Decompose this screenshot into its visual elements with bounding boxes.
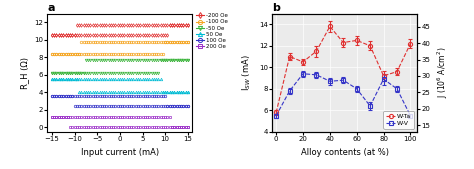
100 Oe — [67, 95, 73, 97]
-100 Oe — [49, 53, 55, 55]
X-axis label: Input current (mA): Input current (mA) — [81, 148, 159, 156]
200 Oe — [140, 126, 146, 128]
-100 Oe — [137, 53, 143, 55]
-200 Oe — [167, 24, 173, 26]
-100 Oe — [112, 53, 118, 55]
-200 Oe — [49, 34, 55, 37]
200 Oe — [146, 116, 152, 118]
-50 Oe — [56, 72, 62, 74]
-200 Oe — [56, 34, 62, 37]
Legend: -200 Oe, -100 Oe, -50 Oe, 50 Oe, 100 Oe, 200 Oe: -200 Oe, -100 Oe, -50 Oe, 50 Oe, 100 Oe,… — [194, 11, 230, 51]
Line: -100 Oe: -100 Oe — [51, 41, 189, 55]
Line: 200 Oe: 200 Oe — [51, 116, 189, 128]
-100 Oe — [49, 53, 55, 55]
200 Oe — [56, 116, 62, 118]
-50 Oe — [67, 72, 73, 74]
50 Oe — [49, 78, 55, 80]
-100 Oe — [163, 41, 168, 43]
-100 Oe — [146, 41, 152, 43]
100 Oe — [140, 104, 146, 106]
200 Oe — [115, 126, 120, 128]
-50 Oe — [172, 59, 177, 61]
-100 Oe — [67, 53, 73, 55]
-200 Oe — [67, 34, 73, 37]
Line: 100 Oe: 100 Oe — [51, 95, 189, 107]
-50 Oe — [49, 72, 55, 74]
200 Oe — [172, 126, 177, 128]
-200 Oe — [146, 24, 152, 26]
Legend: W-Ta, W-V: W-Ta, W-V — [383, 111, 414, 129]
200 Oe — [49, 116, 55, 118]
-200 Oe — [172, 24, 177, 26]
200 Oe — [67, 126, 73, 128]
100 Oe — [115, 104, 120, 106]
Y-axis label: I$_{SW}$ (mA): I$_{SW}$ (mA) — [241, 54, 254, 91]
-50 Oe — [137, 72, 143, 74]
Line: 50 Oe: 50 Oe — [51, 78, 189, 94]
200 Oe — [49, 116, 55, 118]
50 Oe — [172, 91, 177, 93]
Text: a: a — [47, 3, 55, 13]
50 Oe — [49, 78, 55, 80]
200 Oe — [67, 116, 73, 118]
100 Oe — [172, 104, 177, 106]
-100 Oe — [56, 53, 62, 55]
100 Oe — [72, 104, 77, 106]
-50 Oe — [49, 72, 55, 74]
Line: -50 Oe: -50 Oe — [51, 59, 189, 74]
-200 Oe — [112, 34, 118, 37]
Line: -200 Oe: -200 Oe — [51, 24, 189, 37]
-50 Oe — [158, 59, 164, 61]
Y-axis label: R_H (Ω): R_H (Ω) — [20, 57, 29, 89]
Text: b: b — [272, 3, 280, 13]
-200 Oe — [137, 34, 143, 37]
-200 Oe — [49, 34, 55, 37]
-50 Oe — [112, 72, 118, 74]
-100 Oe — [172, 41, 177, 43]
X-axis label: Alloy contents (at %): Alloy contents (at %) — [301, 148, 389, 156]
100 Oe — [146, 95, 152, 97]
Y-axis label: J (10$^6$ A/cm$^2$): J (10$^6$ A/cm$^2$) — [436, 47, 450, 98]
50 Oe — [76, 91, 82, 93]
50 Oe — [115, 91, 120, 93]
-50 Oe — [146, 59, 152, 61]
50 Oe — [140, 91, 146, 93]
100 Oe — [49, 95, 55, 97]
50 Oe — [67, 78, 73, 80]
50 Oe — [56, 78, 62, 80]
50 Oe — [146, 78, 152, 80]
100 Oe — [56, 95, 62, 97]
100 Oe — [49, 95, 55, 97]
